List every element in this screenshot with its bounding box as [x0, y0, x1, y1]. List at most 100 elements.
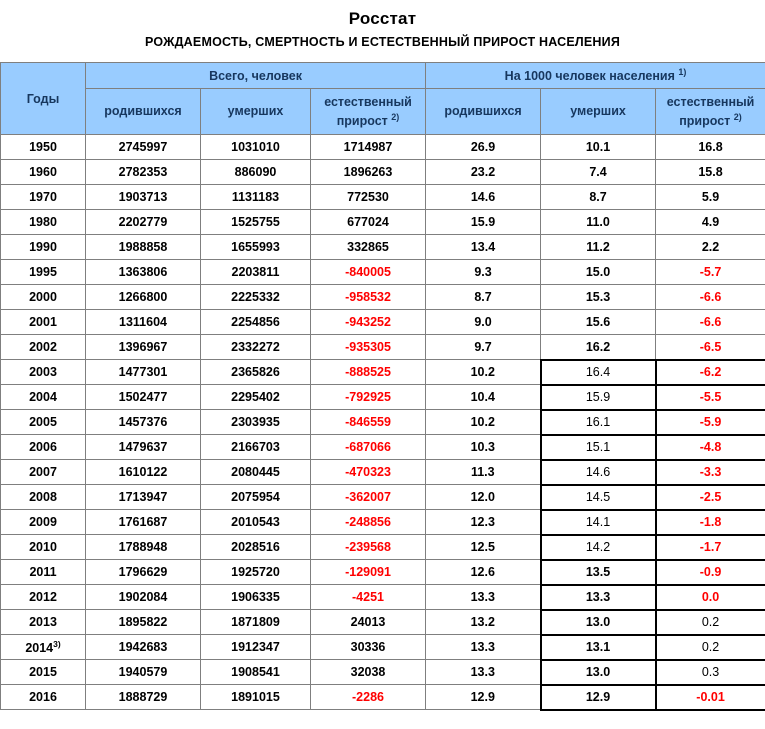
- born_rate-cell: 10.2: [425, 409, 542, 435]
- year-cell: 2010: [0, 534, 86, 560]
- natural-header-line2: прирост: [336, 114, 388, 129]
- born_rate-cell: 15.9: [425, 209, 542, 235]
- natural_rate-cell: 4.9: [655, 209, 765, 235]
- natural_rate-cell: -5.9: [654, 408, 765, 436]
- born_rate-cell: 10.4: [425, 384, 542, 410]
- born_total-cell: 2745997: [85, 134, 201, 160]
- died_total-cell: 2075954: [200, 484, 311, 510]
- natural_rate-cell: 15.8: [655, 159, 765, 185]
- natural_rate-cell: 0.3: [654, 658, 765, 686]
- table-row: 2013 1895822 1871809 24013 13.2 13.0 0.2: [0, 608, 765, 636]
- died_rate-cell: 11.2: [540, 234, 657, 260]
- died_rate-cell: 10.1: [540, 134, 657, 160]
- died_rate-cell: 15.6: [540, 309, 657, 335]
- died_total-cell: 1871809: [200, 609, 311, 635]
- born_total-cell: 2202779: [85, 209, 201, 235]
- year-cell: 2005: [0, 409, 86, 435]
- died_total-cell: 1906335: [200, 584, 311, 610]
- died_rate-cell: 12.9: [539, 683, 657, 711]
- died_rate-cell: 13.1: [539, 633, 657, 661]
- natural_rate-cell: -2.5: [654, 483, 765, 511]
- year-cell: 2016: [0, 684, 86, 710]
- year-cell: 2013: [0, 609, 86, 635]
- died_rate-cell: 15.9: [539, 383, 657, 411]
- table-row: 1990 1988858 1655993 332865 13.4 11.2 2.2: [0, 234, 765, 260]
- natural_rate-cell: -1.7: [654, 533, 765, 561]
- table-row: 2010 1788948 2028516 -239568 12.5 14.2 -1.7: [0, 533, 765, 561]
- born_rate-cell: 23.2: [425, 159, 542, 185]
- natural_total-cell: -239568: [309, 534, 427, 560]
- died_total-cell: 2203811: [200, 259, 311, 285]
- died_rate-cell: 8.7: [540, 184, 657, 210]
- died_total-cell: 1031010: [200, 134, 311, 160]
- born_rate-cell: 12.9: [425, 684, 542, 710]
- born_total-cell: 1796629: [85, 559, 201, 585]
- born_total-cell: 1311604: [85, 309, 201, 335]
- born_total-cell: 1895822: [85, 609, 201, 635]
- table-row: 2003 1477301 2365826 -888525 10.2 16.4 -6.2: [0, 358, 765, 386]
- died_rate-cell: 14.5: [539, 483, 657, 511]
- natural_total-cell: -935305: [309, 334, 427, 360]
- born_total-cell: 1940579: [85, 659, 201, 685]
- died_rate-cell: 11.0: [540, 209, 657, 235]
- year-cell: 1970: [0, 184, 86, 210]
- natural_total-cell: -129091: [309, 559, 427, 585]
- died_rate-cell: 14.2: [539, 533, 657, 561]
- natural_rate-cell: 0.2: [654, 633, 765, 661]
- born_total-cell: 1477301: [85, 359, 201, 385]
- footnote-marker-1: 1): [678, 67, 687, 78]
- column-header-died-rate: умерших: [540, 88, 657, 135]
- died_total-cell: 886090: [200, 159, 311, 185]
- died_rate-cell: 14.6: [539, 458, 657, 486]
- born_total-cell: 1942683: [85, 634, 201, 660]
- born_rate-cell: 14.6: [425, 184, 542, 210]
- died_rate-cell: 13.3: [539, 583, 657, 611]
- born_rate-cell: 12.3: [425, 509, 542, 535]
- died_total-cell: 1131183: [200, 184, 311, 210]
- natural_rate-cell: 0.0: [654, 583, 765, 611]
- natural_rate-cell: -6.6: [655, 309, 765, 335]
- born_total-cell: 2782353: [85, 159, 201, 185]
- natural-header-line1: естественный: [666, 94, 755, 109]
- year-cell: 1990: [0, 234, 86, 260]
- column-header-died-total: умерших: [200, 88, 311, 135]
- died_rate-cell: 13.0: [539, 608, 657, 636]
- table-row: 1980 2202779 1525755 677024 15.9 11.0 4.9: [0, 209, 765, 235]
- born_total-cell: 1479637: [85, 434, 201, 460]
- born_total-cell: 1396967: [85, 334, 201, 360]
- born_total-cell: 1363806: [85, 259, 201, 285]
- year-cell: 2000: [0, 284, 86, 310]
- table-row: 2012 1902084 1906335 -4251 13.3 13.3 0.0: [0, 583, 765, 611]
- died_total-cell: 2295402: [200, 384, 311, 410]
- natural_total-cell: 677024: [309, 209, 427, 235]
- died_rate-cell: 15.0: [540, 259, 657, 285]
- table-row: 2016 1888729 1891015 -2286 12.9 12.9 -0.01: [0, 683, 765, 711]
- born_total-cell: 1266800: [85, 284, 201, 310]
- natural_rate-cell: 16.8: [655, 134, 765, 160]
- year-cell: 2009: [0, 509, 86, 535]
- column-group-total-label: Всего, человек: [209, 68, 302, 83]
- natural_total-cell: -888525: [309, 359, 427, 385]
- died_rate-cell: 16.2: [540, 334, 657, 360]
- natural_rate-cell: -5.5: [654, 383, 765, 411]
- table-body: 1950 2745997 1031010 1714987 26.9 10.1 16.8 196…: [0, 134, 765, 711]
- born_total-cell: 1902084: [85, 584, 201, 610]
- died_total-cell: 2225332: [200, 284, 311, 310]
- table-row: 1970 1903713 1131183 772530 14.6 8.7 5.9: [0, 184, 765, 210]
- died_rate-cell: 13.5: [539, 558, 657, 586]
- died_total-cell: 2365826: [200, 359, 311, 385]
- natural_rate-cell: -6.5: [655, 334, 765, 360]
- table-row: 2009 1761687 2010543 -248856 12.3 14.1 -1.8: [0, 508, 765, 536]
- column-group-per-1000-label: На 1000 человек населения: [504, 69, 675, 84]
- year-cell: 2006: [0, 434, 86, 460]
- natural_total-cell: 772530: [309, 184, 427, 210]
- table-row: 2015 1940579 1908541 32038 13.3 13.0 0.3: [0, 658, 765, 686]
- natural_rate-cell: 5.9: [655, 184, 765, 210]
- born_rate-cell: 10.3: [425, 434, 542, 460]
- died_rate-cell: 15.3: [540, 284, 657, 310]
- born_rate-cell: 13.4: [425, 234, 542, 260]
- natural_total-cell: 332865: [309, 234, 427, 260]
- natural_rate-cell: -3.3: [654, 458, 765, 486]
- natural_total-cell: 24013: [309, 609, 427, 635]
